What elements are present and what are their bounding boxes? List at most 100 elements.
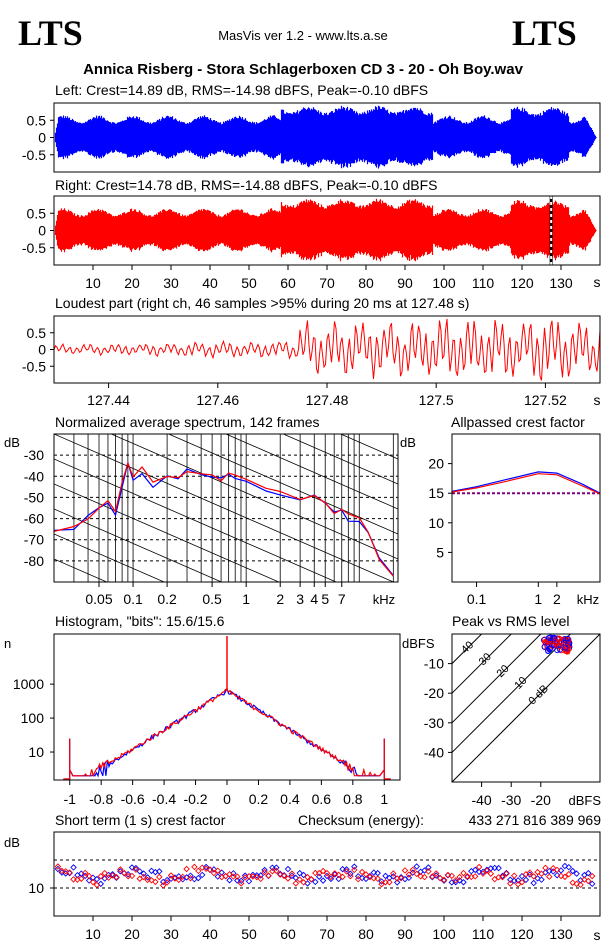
right-waveform-xtick-label: 10 xyxy=(85,275,101,291)
short-term-crest-point xyxy=(354,875,362,883)
short-term-crest-point xyxy=(292,880,300,887)
short-term-crest-point xyxy=(261,866,268,874)
histogram-ytick-label: 10 xyxy=(28,744,44,760)
histogram-ytick-label: 1000 xyxy=(13,676,44,692)
short-term-crest-point xyxy=(487,870,495,877)
allpassed-crest-ytick-label: 10 xyxy=(428,515,444,531)
short-term-crest-point xyxy=(432,872,440,879)
short-term-crest-point xyxy=(351,866,358,874)
short-term-crest-xtick-label: 40 xyxy=(202,926,218,942)
short-term-crest-point xyxy=(546,867,553,875)
right-waveform-xtick-label: 120 xyxy=(510,275,534,291)
loudest-part-ytick-label: -0.5 xyxy=(22,358,46,374)
short-term-crest-point xyxy=(284,865,292,873)
right-waveform-ytick-label: -0.5 xyxy=(22,240,46,256)
spectrum-xtick-label: 0.05 xyxy=(85,591,112,607)
spectrum-slope-line xyxy=(54,709,398,859)
allpassed-crest-plot: 20 15 10 5 0.1 1 2 xyxy=(428,456,601,607)
short-term-crest-point xyxy=(397,873,405,881)
short-term-crest-point xyxy=(296,876,303,883)
left-waveform-ytick-label: 0 xyxy=(38,130,46,146)
spectrum-slope-line xyxy=(282,434,398,485)
short-term-crest-point xyxy=(464,873,471,880)
short-term-crest-point xyxy=(288,870,296,877)
loudest-part-xtick-label: 127.5 xyxy=(419,392,454,408)
histogram-xtick-label: 0.4 xyxy=(280,791,300,807)
short-term-crest-point xyxy=(144,874,151,881)
short-term-crest-point xyxy=(312,878,319,886)
histogram-ylabel: n xyxy=(4,636,11,651)
short-term-crest-point xyxy=(124,873,132,880)
right-waveform-xtick-label: 130 xyxy=(549,275,573,291)
short-term-crest-point xyxy=(93,875,101,883)
short-term-crest-point xyxy=(538,876,545,883)
right-waveform-ytick-label: 0.5 xyxy=(27,205,47,221)
short-term-crest-point xyxy=(304,873,311,881)
crest-diagonal xyxy=(452,634,600,782)
short-term-crest-point xyxy=(546,873,553,880)
short-term-crest-point xyxy=(198,871,206,879)
short-term-crest-point xyxy=(249,871,257,879)
allpassed-crest-frame xyxy=(451,433,601,583)
crest-diagonal xyxy=(452,634,512,694)
short-term-crest-xtick-label: 60 xyxy=(280,926,296,942)
short-term-crest-point xyxy=(460,879,467,886)
short-term-crest-point xyxy=(331,871,339,878)
short-term-crest-point xyxy=(261,868,268,876)
short-term-crest-point xyxy=(226,871,233,878)
short-term-crest-point xyxy=(237,877,245,885)
short-term-crest-point xyxy=(409,866,417,874)
histogram-xtick-label: -0.8 xyxy=(89,791,113,807)
short-term-crest-point xyxy=(237,880,245,887)
spectrum-ytick-label: -40 xyxy=(24,468,44,484)
short-term-crest-point xyxy=(374,869,381,877)
spectrum-ytick-label: -80 xyxy=(24,553,44,569)
short-term-crest-point xyxy=(588,872,596,880)
short-term-crest-point xyxy=(187,875,194,882)
short-term-crest-point xyxy=(308,876,315,883)
histogram-xtick-label: 0.8 xyxy=(343,791,363,807)
short-term-crest-point xyxy=(300,879,307,886)
short-term-crest-xtick-label: 130 xyxy=(549,926,573,942)
loudest-part-title: Loudest part (right ch, 46 samples >95% … xyxy=(55,295,469,311)
short-term-crest-point xyxy=(585,877,592,885)
loudest-part-ytick-label: 0 xyxy=(38,342,46,358)
spectrum-slope-line xyxy=(224,434,398,510)
short-term-crest-point xyxy=(503,870,510,877)
spectrum-xtick-label: 0.1 xyxy=(123,591,143,607)
level-point xyxy=(545,635,552,641)
logo-right: LTS xyxy=(512,13,577,53)
short-term-crest-point xyxy=(128,872,136,880)
peak-vs-rms-xtick-label: -40 xyxy=(471,792,491,808)
short-term-crest-point xyxy=(117,866,124,873)
short-term-crest-point xyxy=(413,870,420,878)
short-term-crest-point xyxy=(530,873,537,880)
spectrum-slope-line xyxy=(54,659,398,809)
short-term-crest-point xyxy=(288,872,296,880)
file-title: Annica Risberg - Stora Schlagerboxen CD … xyxy=(83,61,523,78)
right-waveform-xunit: s xyxy=(594,274,601,290)
peak-rms-xlabel: dBFS xyxy=(568,793,601,808)
short-term-crest-point xyxy=(195,874,202,882)
short-term-crest-point xyxy=(97,873,105,880)
short-term-crest-point xyxy=(191,863,198,871)
loudest-part-xtick-label: 127.44 xyxy=(87,392,130,408)
checksum-value: 433 271 816 389 969 xyxy=(469,812,602,828)
short-term-crest-point xyxy=(152,878,159,886)
short-term-crest-point xyxy=(347,872,354,880)
right-waveform-xtick-label: 90 xyxy=(397,275,413,291)
logo-left: LTS xyxy=(18,13,83,53)
short-term-crest-point xyxy=(66,869,73,876)
short-term-crest-point xyxy=(499,872,506,880)
short-term-crest-point xyxy=(390,870,397,877)
app-title: MasVis ver 1.2 - www.lts.a.se xyxy=(218,28,388,43)
right-waveform-xtick-label: 20 xyxy=(124,275,140,291)
spectrum-slope-line xyxy=(167,434,398,535)
spectrum-ytick-label: -70 xyxy=(24,532,44,548)
short-term-crest-point xyxy=(452,877,459,884)
short-term-crest-point xyxy=(475,863,483,871)
short-term-crest-point xyxy=(89,878,97,886)
allpassed-crest-ytick-label: 5 xyxy=(436,544,444,560)
short-term-crest-point xyxy=(370,869,378,876)
